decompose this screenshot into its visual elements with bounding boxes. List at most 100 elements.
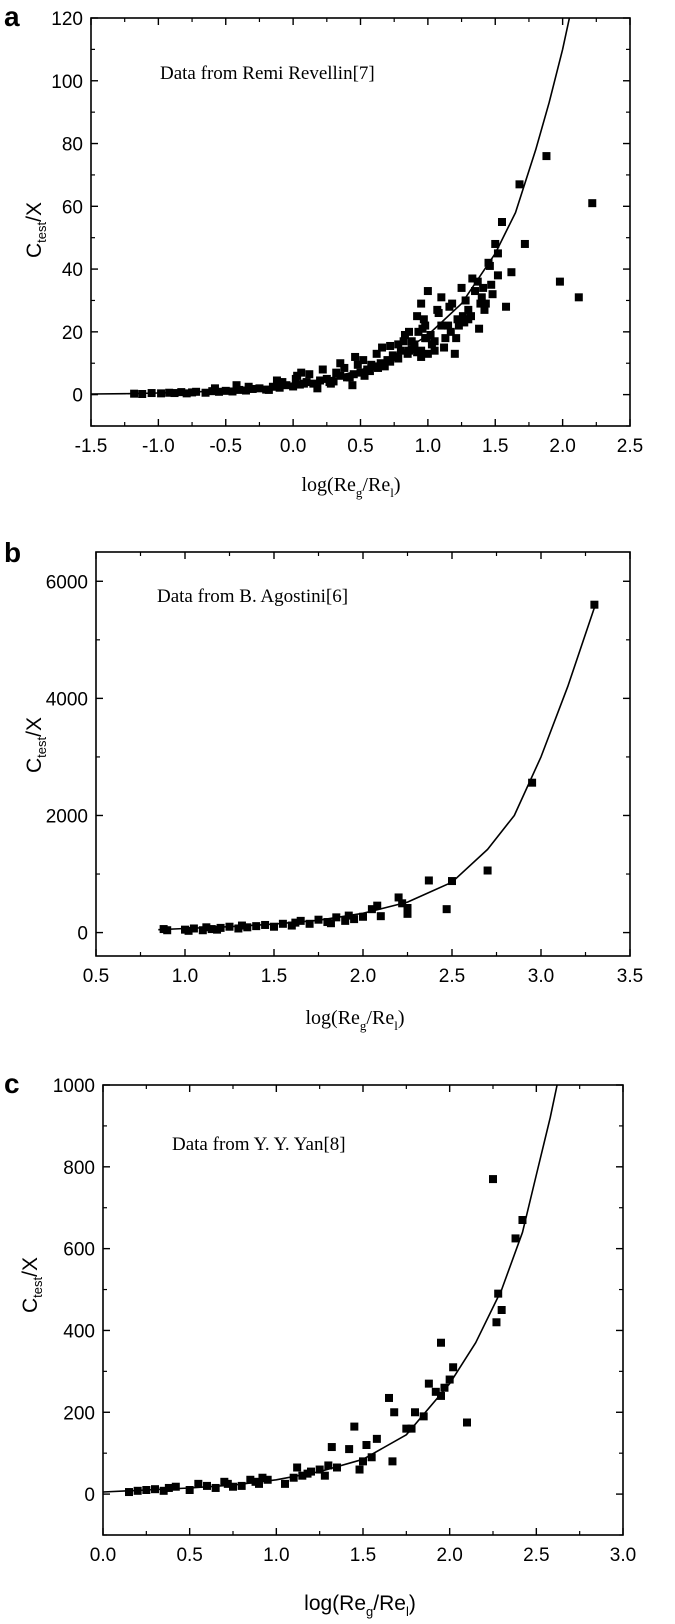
data-point-a [497, 218, 506, 226]
data-point-c [281, 1479, 289, 1488]
data-point-c [362, 1441, 371, 1449]
data-point-a [405, 327, 414, 336]
data-point-a [464, 315, 473, 324]
data-point-a [278, 378, 287, 387]
y-tick-label-c: 800 [63, 1158, 95, 1179]
data-point-a [433, 305, 442, 314]
data-point-a [272, 376, 281, 385]
y-tick-label-b: 6000 [46, 572, 88, 593]
data-point-a [440, 343, 449, 352]
data-point-a [386, 357, 395, 366]
data-point-a [378, 343, 387, 352]
data-point-a [458, 312, 467, 321]
data-point-a [374, 363, 383, 372]
x-tick-label-a: -1.0 [142, 436, 175, 457]
plot-area-b: 0.5 1.0 1.5 2.0 2.5 3.0 3.5 0 2000 4000 6000 [46, 551, 643, 987]
data-point-b [373, 901, 382, 910]
data-point-a [444, 321, 453, 330]
data-point-a [423, 349, 432, 358]
data-point-a [491, 239, 500, 248]
data-point-c [431, 1387, 440, 1396]
data-point-c [211, 1483, 220, 1492]
panel-letter-a: a [4, 1, 20, 32]
data-point-a [555, 277, 564, 286]
y-tick-label-a: 60 [62, 197, 83, 218]
data-point-c [345, 1445, 354, 1454]
data-point-a [417, 299, 426, 308]
y-axis-label-c-sub: test [30, 1276, 45, 1297]
data-point-a [453, 315, 462, 324]
data-point-c [497, 1306, 506, 1314]
data-point-a [419, 315, 428, 324]
data-point-c [492, 1318, 501, 1327]
data-point-c [263, 1475, 272, 1484]
data-point-a [215, 387, 224, 396]
data-point-a [446, 327, 455, 336]
data-point-a [450, 349, 459, 358]
data-point-a [299, 379, 308, 388]
x-tick-label-c: 1.5 [350, 1545, 376, 1566]
data-point-b [305, 919, 314, 928]
x-tick-label-a: 1.5 [482, 436, 508, 457]
panel-a: a Data from Remi Revellin[7] Ctest/X log… [4, 1, 643, 500]
data-point-c [255, 1479, 263, 1488]
x-axis-label-b-post: ) [398, 1007, 405, 1029]
data-point-a [289, 382, 298, 391]
data-point-a [454, 321, 463, 330]
data-point-c [229, 1482, 237, 1491]
data-point-b [376, 912, 385, 921]
fit-curve-a [91, 18, 571, 395]
y-tick-label-a: 40 [62, 260, 83, 281]
data-point-c [437, 1391, 445, 1400]
data-point-a [394, 340, 403, 349]
data-point-c [350, 1422, 359, 1431]
x-axis-label-a-mid: /Re [362, 474, 390, 496]
x-tick-label-a: -1.5 [75, 436, 108, 457]
data-point-b [326, 919, 335, 928]
y-tick-label-a: 80 [62, 135, 83, 156]
data-point-a [479, 283, 488, 292]
panel-letter-b: b [4, 537, 21, 568]
data-point-a [507, 268, 516, 277]
x-tick-label-b: 3.0 [528, 966, 554, 987]
y-axis-label-a-sub: test [34, 221, 49, 242]
annotation-c: Data from Y. Y. Yan[8] [172, 1134, 346, 1155]
data-point-c [385, 1393, 393, 1402]
x-tick-label-b: 3.5 [617, 966, 643, 987]
x-axis-label-a-sub1: g [356, 485, 363, 500]
data-point-c [159, 1486, 168, 1495]
data-point-c [171, 1482, 180, 1491]
data-point-a [380, 362, 389, 371]
data-point-c [237, 1481, 246, 1490]
data-point-a [348, 381, 357, 390]
x-axis-label-b-sub2: l [394, 1018, 398, 1033]
data-point-b [403, 903, 412, 912]
x-axis-label-a-post: ) [394, 474, 401, 496]
data-point-a [367, 360, 376, 369]
data-point-c [315, 1465, 324, 1474]
data-point-a [349, 370, 358, 379]
data-point-a [305, 370, 314, 379]
data-point-c [419, 1412, 428, 1421]
data-point-a [437, 293, 446, 302]
data-point-b [394, 893, 403, 902]
x-tick-label-b: 2.5 [439, 966, 465, 987]
data-point-a [264, 385, 273, 394]
data-point-a [365, 367, 374, 376]
data-point-a [473, 277, 482, 286]
x-axis-label-b-sub1: g [360, 1018, 367, 1033]
data-point-b [528, 778, 537, 787]
x-tick-label-a: 2.0 [549, 436, 575, 457]
data-point-c [518, 1216, 527, 1224]
data-point-a [386, 341, 395, 350]
y-tick-label-a: 120 [51, 9, 83, 30]
data-point-c [511, 1234, 520, 1243]
data-point-c [293, 1463, 302, 1472]
data-point-a [493, 249, 502, 258]
y-axis-label-b: Ctest/X [23, 717, 49, 773]
data-point-a [588, 199, 597, 208]
data-point-c [440, 1383, 449, 1392]
y-tick-label-a: 100 [51, 72, 83, 93]
y-tick-label-b: 0 [77, 924, 88, 945]
x-axis-label-c-sub2: l [406, 1604, 409, 1619]
